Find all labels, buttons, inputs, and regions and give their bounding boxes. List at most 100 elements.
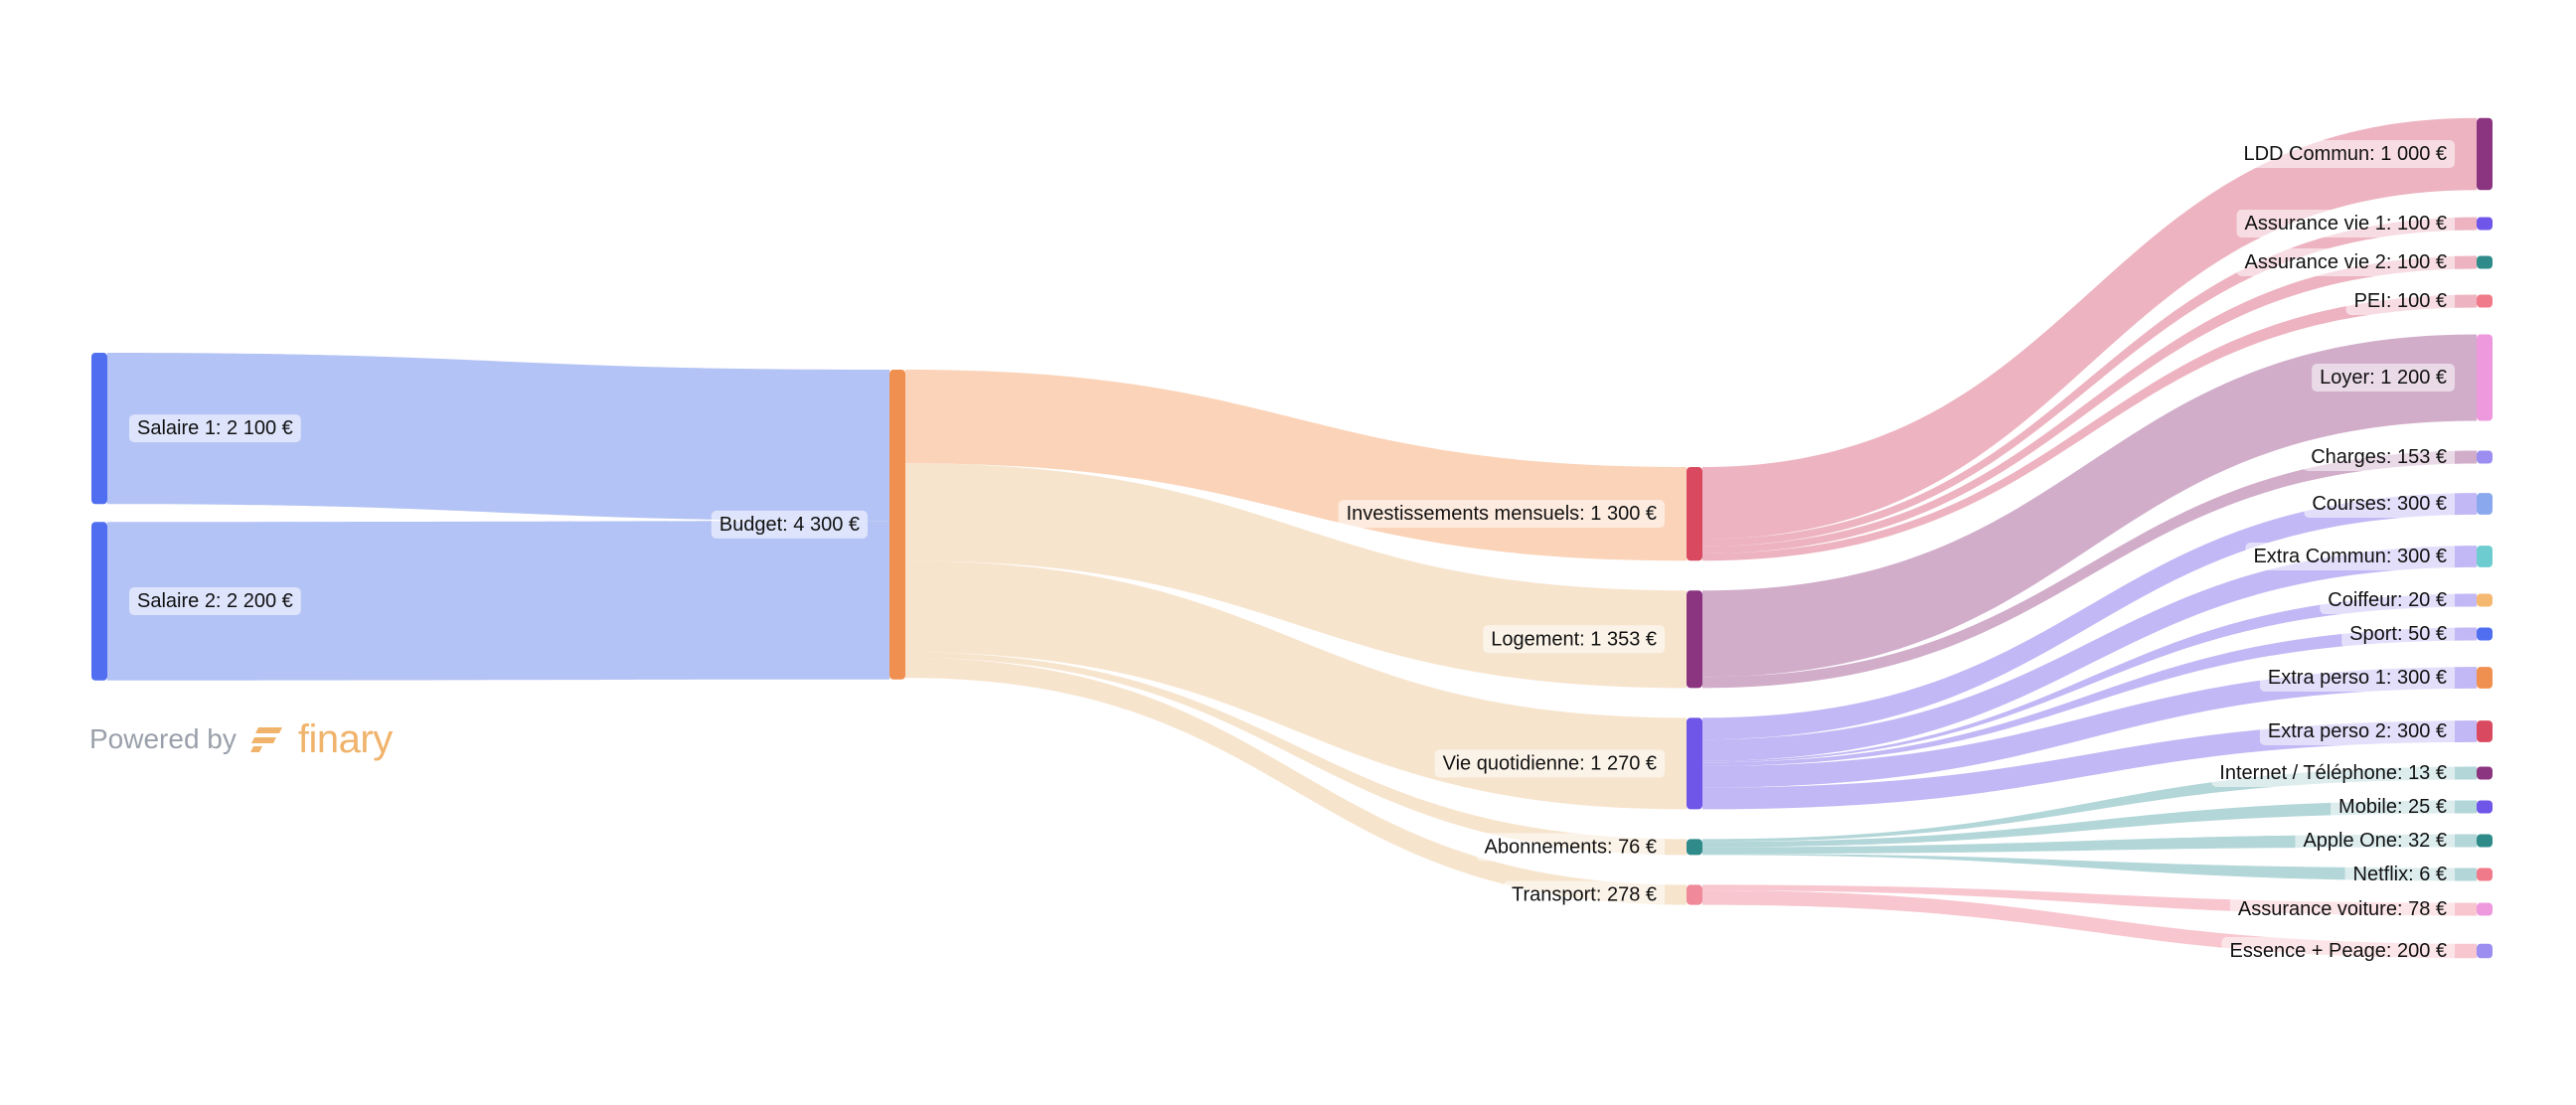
node-label-internet: Internet / Téléphone: 13 €: [2211, 759, 2455, 787]
link-vie-to-extracommun: [1702, 546, 2477, 761]
node-coiffeur[interactable]: [2477, 593, 2493, 607]
link-vie-to-coiffeur: [1702, 593, 2477, 763]
node-label-invest: Investissements mensuels: 1 300 €: [1338, 500, 1665, 529]
svg-text:Coiffeur: 20 €: Coiffeur: 20 €: [2328, 589, 2447, 611]
link-vie-to-courses: [1702, 493, 2477, 740]
node-assurancevoiture[interactable]: [2477, 902, 2493, 916]
node-vie[interactable]: [1687, 717, 1702, 810]
link-abonnements-to-appleone: [1702, 834, 2477, 855]
node-label-appleone: Apple One: 32 €: [2295, 827, 2455, 855]
powered-by-branding: Powered by finary: [89, 715, 393, 763]
node-extraperso1[interactable]: [2477, 667, 2493, 689]
node-transport[interactable]: [1687, 884, 1702, 905]
node-label-logement: Logement: 1 353 €: [1483, 625, 1665, 654]
node-label-loyer: Loyer: 1 200 €: [2312, 364, 2455, 392]
node-av1[interactable]: [2477, 217, 2493, 231]
node-appleone[interactable]: [2477, 834, 2493, 848]
svg-text:Loyer: 1 200 €: Loyer: 1 200 €: [2320, 367, 2447, 389]
link-salaire2-to-budget: [107, 521, 889, 681]
svg-text:Transport: 278 €: Transport: 278 €: [1512, 883, 1657, 905]
svg-text:Assurance vie 2: 100 €: Assurance vie 2: 100 €: [2245, 251, 2447, 273]
node-label-extracommun: Extra Commun: 300 €: [2245, 543, 2455, 570]
link-invest-to-av2: [1702, 255, 2477, 553]
node-label-charges: Charges: 153 €: [2303, 443, 2455, 471]
node-invest[interactable]: [1687, 467, 1702, 561]
link-abonnements-to-netflix: [1702, 854, 2477, 881]
link-abonnements-to-mobile: [1702, 800, 2477, 848]
svg-text:Essence + Peage: 200 €: Essence + Peage: 200 €: [2230, 940, 2448, 962]
link-logement-to-loyer: [1702, 334, 2477, 678]
svg-text:PEI: 100 €: PEI: 100 €: [2354, 290, 2447, 312]
node-label-av1: Assurance vie 1: 100 €: [2236, 210, 2455, 237]
node-salaire2[interactable]: [91, 522, 107, 681]
node-label-budget: Budget: 4 300 €: [711, 510, 868, 539]
node-label-salaire1: Salaire 1: 2 100 €: [129, 414, 301, 443]
node-netflix[interactable]: [2477, 868, 2493, 881]
node-label-coiffeur: Coiffeur: 20 €: [2320, 586, 2455, 614]
node-label-assurancevoiture: Assurance voiture: 78 €: [2229, 895, 2455, 923]
svg-text:Extra Commun: 300 €: Extra Commun: 300 €: [2253, 546, 2447, 567]
finary-logo-icon: [249, 727, 282, 752]
svg-text:Investissements mensuels: 1 30: Investissements mensuels: 1 300 €: [1347, 503, 1657, 525]
node-budget[interactable]: [889, 370, 905, 680]
svg-text:Mobile: 25 €: Mobile: 25 €: [2338, 796, 2447, 818]
svg-text:Salaire 1: 2 100 €: Salaire 1: 2 100 €: [137, 417, 293, 439]
node-label-extraperso1: Extra perso 1: 300 €: [2259, 664, 2455, 692]
node-label-abonnements: Abonnements: 76 €: [1476, 833, 1665, 862]
link-budget-to-vie: [905, 560, 1687, 810]
link-invest-to-av1: [1702, 217, 2477, 547]
finary-logo-text: finary: [297, 716, 393, 761]
node-abonnements[interactable]: [1687, 839, 1702, 856]
node-label-salaire2: Salaire 2: 2 200 €: [129, 587, 301, 615]
node-mobile[interactable]: [2477, 800, 2493, 814]
node-sport[interactable]: [2477, 627, 2493, 641]
svg-text:Assurance vie 1: 100 €: Assurance vie 1: 100 €: [2245, 213, 2447, 235]
node-label-transport: Transport: 278 €: [1503, 880, 1665, 909]
node-label-vie: Vie quotidienne: 1 270 €: [1434, 749, 1665, 778]
svg-text:Charges: 153 €: Charges: 153 €: [2311, 446, 2447, 468]
svg-text:Logement: 1 353 €: Logement: 1 353 €: [1491, 628, 1657, 650]
node-label-av2: Assurance vie 2: 100 €: [2236, 248, 2455, 276]
link-salaire1-to-budget: [107, 353, 889, 522]
svg-text:Budget: 4 300 €: Budget: 4 300 €: [720, 514, 860, 536]
node-logement[interactable]: [1687, 590, 1702, 689]
svg-text:Salaire 2: 2 200 €: Salaire 2: 2 200 €: [137, 590, 293, 612]
node-charges[interactable]: [2477, 450, 2493, 464]
link-logement-to-charges: [1702, 450, 2477, 689]
node-internet[interactable]: [2477, 766, 2493, 780]
node-essence[interactable]: [2477, 943, 2493, 959]
svg-text:Internet / Téléphone: 13 €: Internet / Téléphone: 13 €: [2219, 762, 2447, 784]
node-label-courses: Courses: 300 €: [2304, 490, 2455, 518]
svg-text:Abonnements: 76 €: Abonnements: 76 €: [1485, 836, 1657, 858]
node-salaire1[interactable]: [91, 353, 107, 505]
node-label-sport: Sport: 50 €: [2341, 620, 2455, 648]
node-av2[interactable]: [2477, 255, 2493, 269]
svg-text:Sport: 50 €: Sport: 50 €: [2349, 623, 2447, 645]
sankey-labels: Salaire 1: 2 100 € Salaire 2: 2 200 € Budg…: [129, 140, 2455, 965]
node-label-pei: PEI: 100 €: [2345, 287, 2455, 315]
node-pei[interactable]: [2477, 294, 2493, 308]
svg-text:Vie quotidienne: 1 270 €: Vie quotidienne: 1 270 €: [1443, 752, 1657, 774]
svg-text:Netflix: 6 €: Netflix: 6 €: [2353, 864, 2447, 885]
powered-by-text: Powered by: [89, 723, 237, 754]
node-label-extraperso2: Extra perso 2: 300 €: [2259, 717, 2455, 745]
node-extraperso2[interactable]: [2477, 720, 2493, 742]
svg-text:Extra perso 1: 300 €: Extra perso 1: 300 €: [2268, 667, 2447, 689]
link-budget-to-abonnements: [905, 652, 1687, 856]
link-invest-to-pei: [1702, 294, 2477, 561]
node-label-ldd: LDD Commun: 1 000 €: [2235, 140, 2455, 168]
node-extracommun[interactable]: [2477, 546, 2493, 567]
svg-text:LDD Commun: 1 000 €: LDD Commun: 1 000 €: [2243, 143, 2447, 165]
node-label-netflix: Netflix: 6 €: [2344, 861, 2455, 888]
sankey-nodes: [91, 117, 2493, 959]
sankey-links: [107, 117, 2477, 959]
svg-text:Extra perso 2: 300 €: Extra perso 2: 300 €: [2268, 720, 2447, 742]
svg-text:Apple One: 32 €: Apple One: 32 €: [2303, 830, 2447, 852]
node-ldd[interactable]: [2477, 117, 2493, 191]
node-courses[interactable]: [2477, 493, 2493, 515]
link-vie-to-sport: [1702, 627, 2477, 766]
link-vie-to-extraperso1: [1702, 667, 2477, 788]
node-label-mobile: Mobile: 25 €: [2331, 793, 2455, 821]
node-loyer[interactable]: [2477, 334, 2493, 421]
